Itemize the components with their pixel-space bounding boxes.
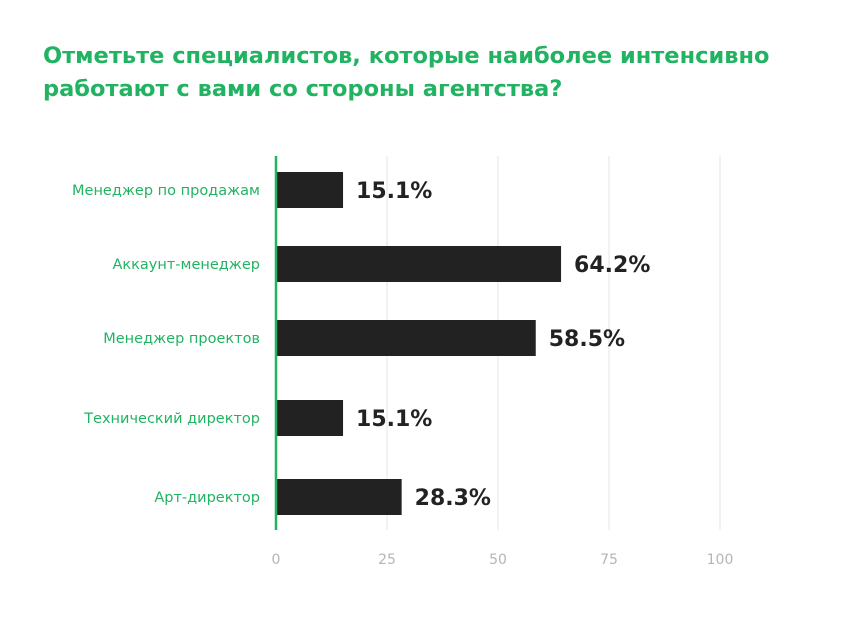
- value-label: 15.1%: [356, 179, 432, 204]
- category-label: Менеджер по продажам: [72, 183, 260, 199]
- value-labels: 15.1% 64.2% 58.5% 15.1% 28.3%: [356, 179, 650, 511]
- bars: [276, 172, 562, 515]
- category-labels: Менеджер по продажам Аккаунт-менеджер Мене…: [72, 183, 260, 506]
- x-tick-label: 50: [489, 552, 507, 568]
- chart-title: Отметьте специалистов, которые наиболее …: [43, 43, 770, 102]
- x-tick-label: 75: [600, 552, 618, 568]
- category-label: Аккаунт-менеджер: [112, 257, 260, 273]
- x-tick-label: 25: [378, 552, 396, 568]
- x-tick-label: 100: [707, 552, 734, 568]
- bar: [276, 479, 402, 515]
- value-label: 28.3%: [415, 486, 491, 511]
- x-tick-label: 0: [272, 552, 281, 568]
- bar: [276, 246, 562, 282]
- category-label: Арт-директор: [154, 490, 260, 506]
- category-label: Технический директор: [83, 411, 260, 427]
- bar: [276, 320, 536, 356]
- bar: [276, 400, 344, 436]
- x-tick-labels: 0 25 50 75 100: [272, 552, 734, 568]
- value-label: 58.5%: [549, 327, 625, 352]
- value-label: 15.1%: [356, 407, 432, 432]
- bar: [276, 172, 344, 208]
- category-label: Менеджер проектов: [103, 331, 260, 347]
- value-label: 64.2%: [574, 253, 650, 278]
